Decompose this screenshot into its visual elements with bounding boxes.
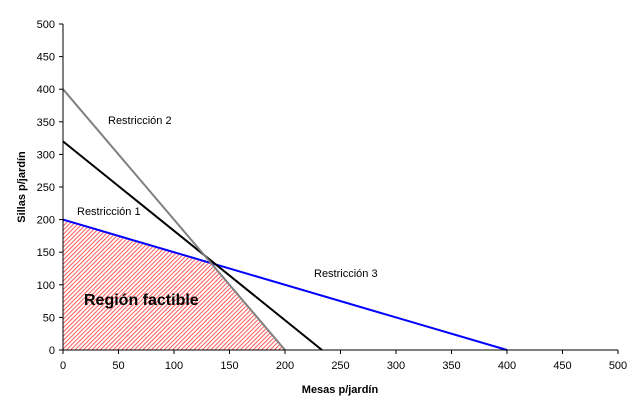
x-tick-label: 450 xyxy=(553,360,571,372)
y-tick-label: 300 xyxy=(37,149,55,161)
x-tick-label: 300 xyxy=(387,360,405,372)
y-tick-label: 350 xyxy=(37,117,55,129)
x-axis-title: Mesas p/jardín xyxy=(302,384,379,396)
y-tick-label: 50 xyxy=(43,312,55,324)
y-tick-label: 450 xyxy=(37,52,55,64)
y-tick-label: 500 xyxy=(37,19,55,31)
axes: 0 50 100 150 200 250 300 350 400 450 500 0 50 100 150 2… xyxy=(37,19,628,372)
annotation-restriccion-3: Restricción 3 xyxy=(314,268,378,280)
x-tick-label: 200 xyxy=(276,360,294,372)
x-tick-label: 350 xyxy=(442,360,460,372)
y-tick-label: 0 xyxy=(49,345,55,357)
series-line-1 xyxy=(62,140,323,351)
series-line-2 xyxy=(62,88,286,351)
x-tick-label: 150 xyxy=(220,360,238,372)
x-tick-label: 50 xyxy=(112,360,124,372)
y-tick-label: 400 xyxy=(37,84,55,96)
x-tick-label: 400 xyxy=(498,360,516,372)
x-tick-label: 500 xyxy=(609,360,627,372)
series-line-3 xyxy=(62,218,508,351)
x-tick-label: 0 xyxy=(60,360,66,372)
x-tick-label: 100 xyxy=(165,360,183,372)
x-tick-label: 250 xyxy=(331,360,349,372)
feasible-region-label: Región factible xyxy=(84,292,199,309)
y-tick-label: 100 xyxy=(37,280,55,292)
y-axis-title: Sillas p/jardín xyxy=(16,151,28,223)
y-tick-label: 200 xyxy=(37,215,55,227)
annotation-restriccion-1: Restricción 1 xyxy=(77,206,141,218)
constraint-lines xyxy=(62,88,508,351)
feasible-region xyxy=(63,219,285,350)
y-tick-label: 150 xyxy=(37,247,55,259)
annotation-restriccion-2: Restricción 2 xyxy=(108,115,172,127)
y-tick-label: 250 xyxy=(37,182,55,194)
feasible-region-polygon xyxy=(63,219,285,350)
